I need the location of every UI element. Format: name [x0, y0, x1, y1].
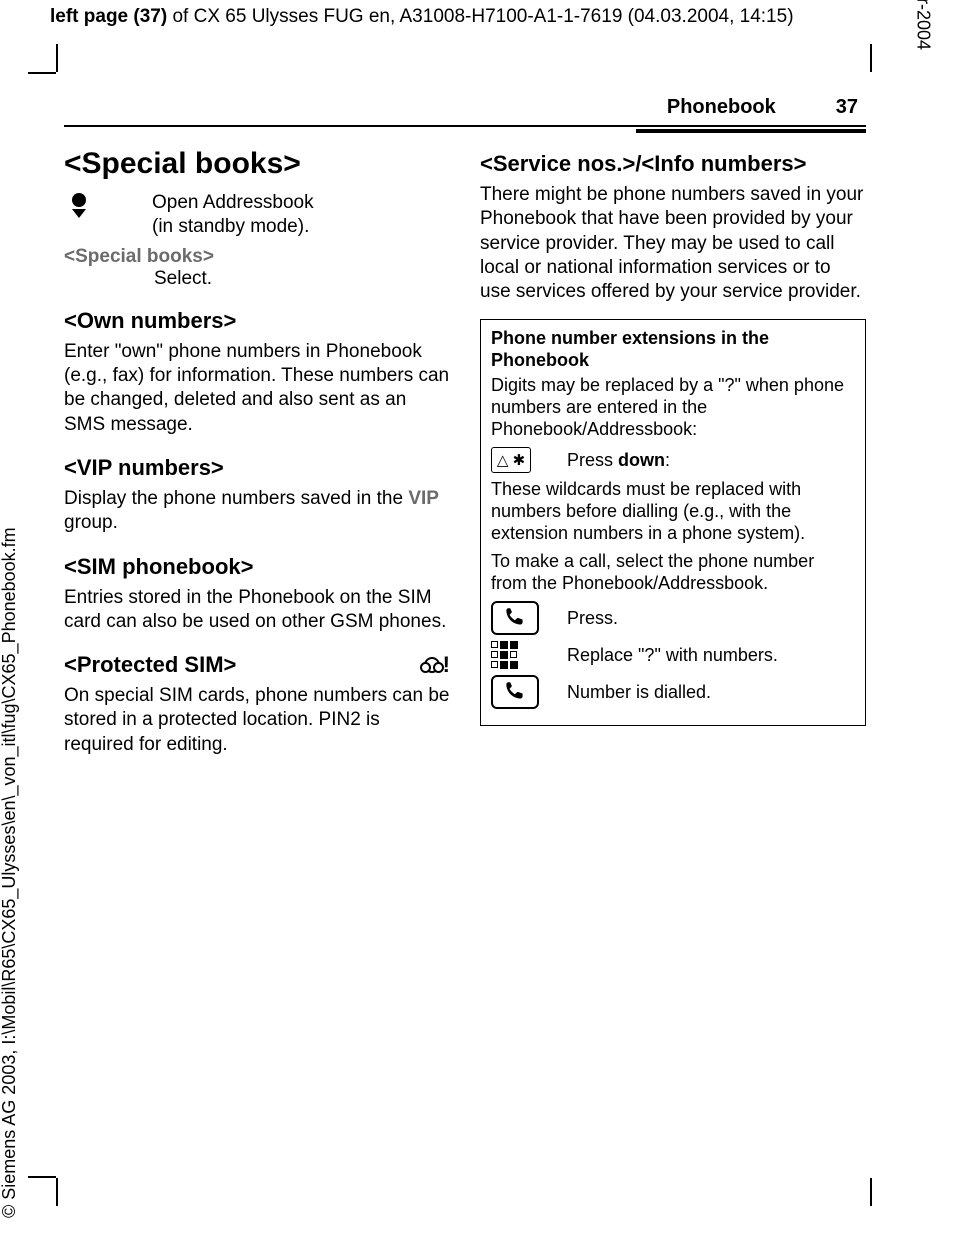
call-key-icon [491, 601, 547, 635]
draft-header-bold: left page (37) [50, 6, 167, 27]
call-key-icon-2 [491, 675, 547, 709]
header-rule-thick [636, 129, 866, 133]
star-key-icon: △ ✱ [491, 447, 547, 473]
h2-protected-sim: <Protected SIM> [64, 652, 236, 678]
page-number: 37 [836, 96, 858, 119]
special-books-label: <Special books> [64, 246, 450, 268]
section-name: Phonebook [667, 96, 776, 119]
box-title: Phone number extensions in the Phonebook [491, 328, 855, 372]
step-replace: Replace "?" with numbers. [567, 644, 855, 667]
running-head: Phonebook 37 [64, 96, 866, 125]
header-rule-thin [64, 125, 866, 127]
nav-down-icon [64, 191, 134, 240]
h2-sim-phonebook: <SIM phonebook> [64, 554, 450, 580]
protected-sim-icon: ! [424, 652, 450, 678]
box-p2: These wildcards must be replaced with nu… [491, 479, 855, 545]
side-note-right: VAR Language: English; VAR issue date: 1… [913, 0, 934, 50]
right-column: <Service nos.>/<Info numbers> There migh… [480, 147, 866, 761]
draft-header-rest: of CX 65 Ulysses FUG en, A31008-H7100-A1… [167, 6, 793, 27]
sim-phonebook-body: Entries stored in the Phonebook on the S… [64, 586, 450, 635]
page-body: Phonebook 37 <Special books> Open Addres… [64, 96, 866, 761]
own-numbers-body: Enter "own" phone numbers in Phonebook (… [64, 340, 450, 437]
h2-vip-numbers: <VIP numbers> [64, 455, 450, 481]
protected-sim-body: On special SIM cards, phone numbers can … [64, 684, 450, 757]
h2-own-numbers: <Own numbers> [64, 308, 450, 334]
step-dial: Number is dialled. [567, 681, 855, 704]
keypad-icon [491, 641, 547, 669]
press-down-text: Press down: [567, 449, 855, 472]
draft-header: left page (37) of CX 65 Ulysses FUG en, … [0, 0, 954, 32]
open-addressbook-text: Open Addressbook(in standby mode). [152, 191, 450, 240]
left-column: <Special books> Open Addressbook(in stan… [64, 147, 450, 761]
step-press: Press. [567, 607, 855, 630]
select-text: Select. [154, 268, 450, 290]
vip-numbers-body: Display the phone numbers saved in the V… [64, 487, 450, 536]
side-note-left: © Siemens AG 2003, I:\Mobil\R65\CX65_Uly… [0, 527, 20, 1218]
box-p3: To make a call, select the phone number … [491, 551, 855, 595]
extensions-box: Phone number extensions in the Phonebook… [480, 319, 866, 727]
h2-service-nos: <Service nos.>/<Info numbers> [480, 151, 866, 177]
h1-special-books: <Special books> [64, 147, 450, 181]
service-nos-body: There might be phone numbers saved in yo… [480, 183, 866, 305]
box-p1: Digits may be replaced by a "?" when pho… [491, 375, 855, 441]
